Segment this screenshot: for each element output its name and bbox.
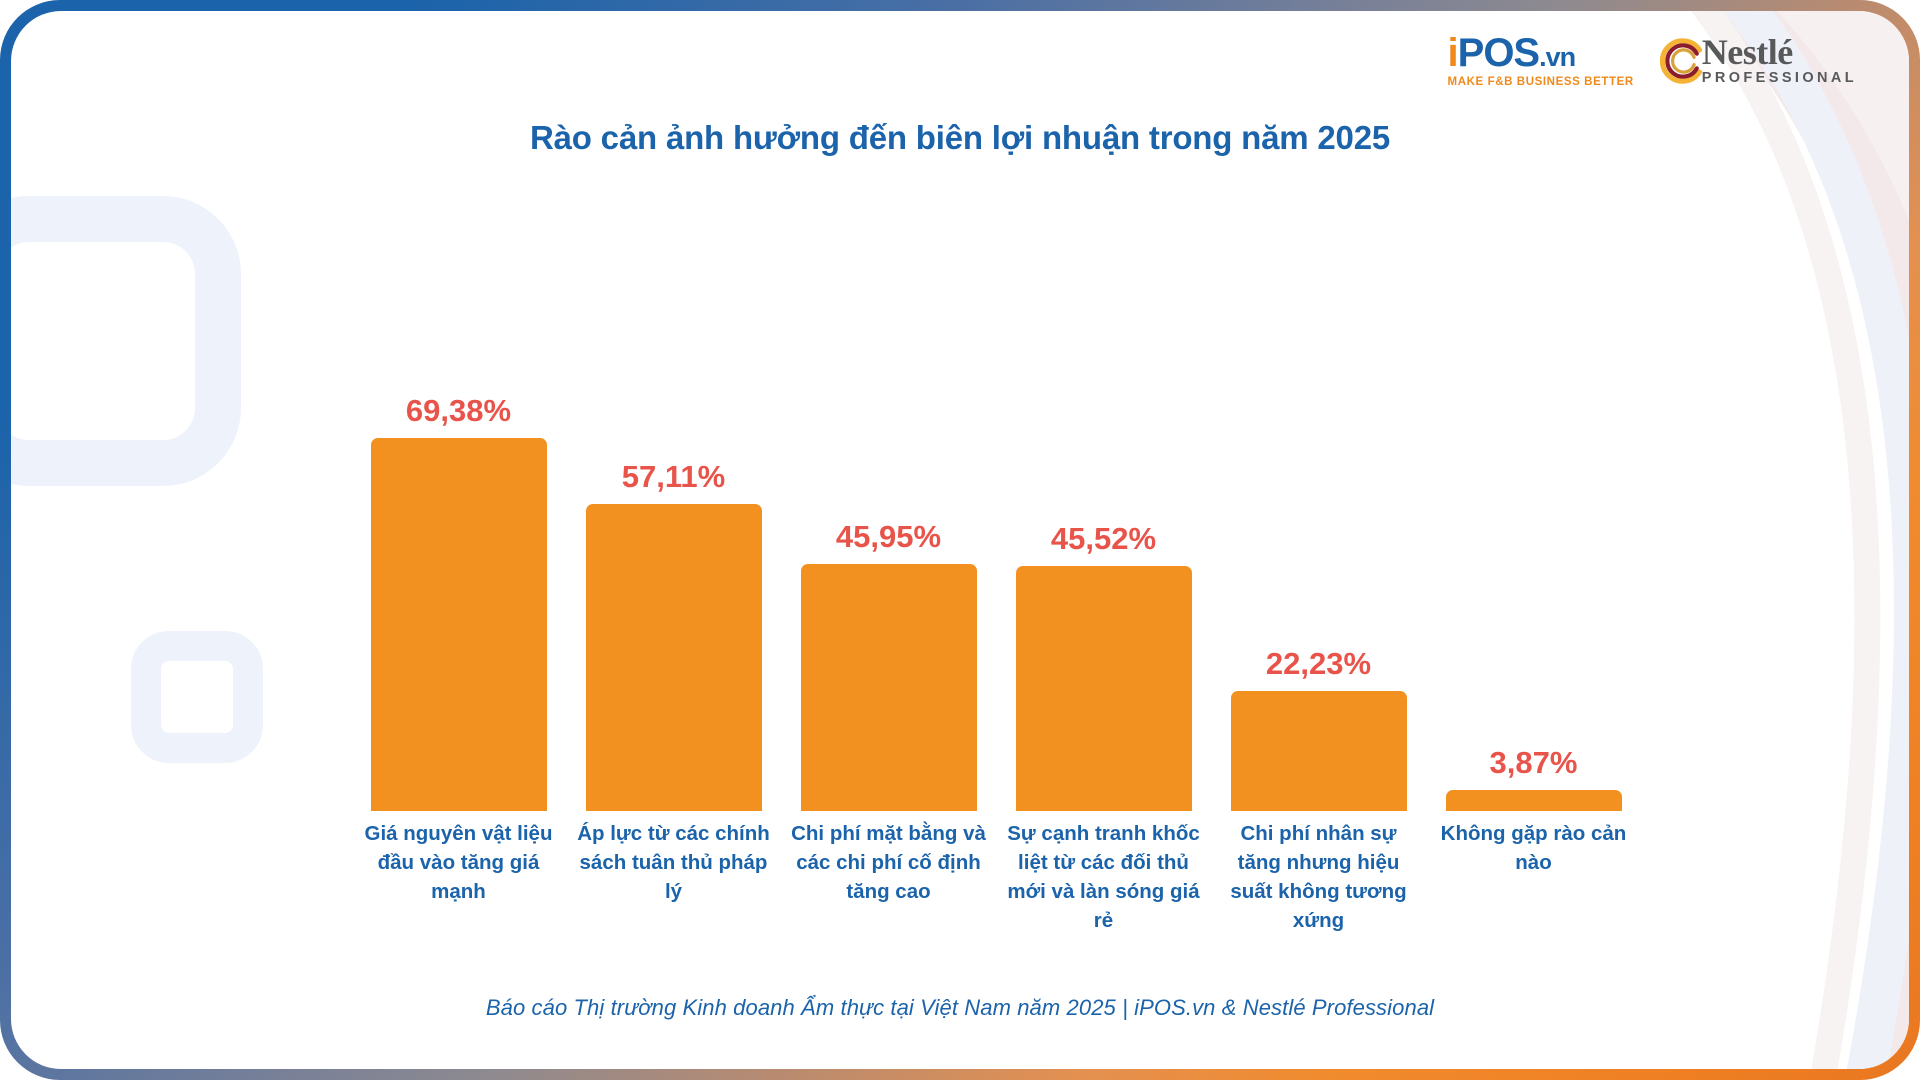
x-axis-label-0: Giá nguyên vật liệu đầu vào tăng giá mạn…: [364, 822, 553, 904]
x-axis-label-3: Sự cạnh tranh khốc liệt từ các đối thủ m…: [1007, 822, 1200, 933]
ipos-tagline: MAKE F&B BUSINESS BETTER: [1447, 76, 1634, 88]
bar-column: 69,38%: [351, 201, 566, 811]
x-axis-label-5: Không gặp rào cản nào: [1440, 822, 1627, 875]
bar-column: 22,23%: [1211, 201, 1426, 811]
slide-canvas: iPOS.vn MAKE F&B BUSINESS BETTER Nestlé …: [11, 11, 1909, 1069]
bar-value-label: 45,52%: [1050, 520, 1157, 556]
bar-column: 57,11%: [566, 201, 781, 811]
ipos-logo-text-vn: .vn: [1539, 42, 1576, 72]
x-axis-labels: Giá nguyên vật liệu đầu vào tăng giá mạn…: [351, 819, 1641, 935]
x-axis-label-4: Chi phí nhân sự tăng nhưng hiệu suất khô…: [1230, 822, 1407, 933]
nestle-wordmark: Nestlé PROFESSIONAL: [1701, 31, 1857, 87]
bar-value-label: 57,11%: [621, 458, 726, 494]
bar-2: [800, 563, 977, 811]
bar-value-label: 45,95%: [835, 518, 942, 554]
ipos-logo: iPOS.vn MAKE F&B BUSINESS BETTER: [1448, 33, 1634, 88]
bar-value-label: 22,23%: [1265, 646, 1372, 682]
ipos-logo-text-pos: POS: [1457, 31, 1540, 75]
ipos-wordmark: iPOS.vn: [1447, 31, 1577, 75]
bar-3: [1015, 565, 1192, 811]
nestle-logo: Nestlé PROFESSIONAL: [1659, 31, 1857, 87]
bar-0: [370, 437, 547, 811]
bar-5: [1445, 790, 1622, 811]
bar-column: 45,52%: [996, 201, 1211, 811]
background-blob-shape: [11, 571, 281, 891]
x-axis-label-1: Áp lực từ các chính sách tuân thủ pháp l…: [577, 822, 770, 904]
bar-1: [585, 503, 762, 811]
nestle-professional-label: PROFESSIONAL: [1701, 70, 1857, 87]
x-axis-label-2: Chi phí mặt bằng và các chi phí cố định …: [791, 822, 986, 904]
bar-chart-plot-area: 69,38% 57,11% 45,95% 45,52% 22,23% 3,87%: [351, 201, 1641, 811]
source-footer: Báo cáo Thị trường Kinh doanh Ẩm thực tạ…: [485, 995, 1435, 1020]
bar-value-label: 3,87%: [1489, 745, 1578, 781]
background-rounded-square-small: [131, 631, 263, 763]
bar-value-label: 69,38%: [405, 392, 512, 428]
bar-column: 45,95%: [781, 201, 996, 811]
nestle-nest-icon: [1659, 37, 1702, 84]
background-rounded-square-large: [11, 196, 241, 486]
bar-column: 3,87%: [1426, 201, 1641, 811]
nestle-name: Nestlé: [1701, 31, 1793, 72]
chart-title: Rào cản ảnh hưởng đến biên lợi nhuận tro…: [529, 119, 1391, 156]
ipos-logo-letter-i: i: [1447, 31, 1459, 75]
bar-4: [1230, 691, 1407, 811]
logo-group: iPOS.vn MAKE F&B BUSINESS BETTER Nestlé …: [1448, 33, 1857, 88]
